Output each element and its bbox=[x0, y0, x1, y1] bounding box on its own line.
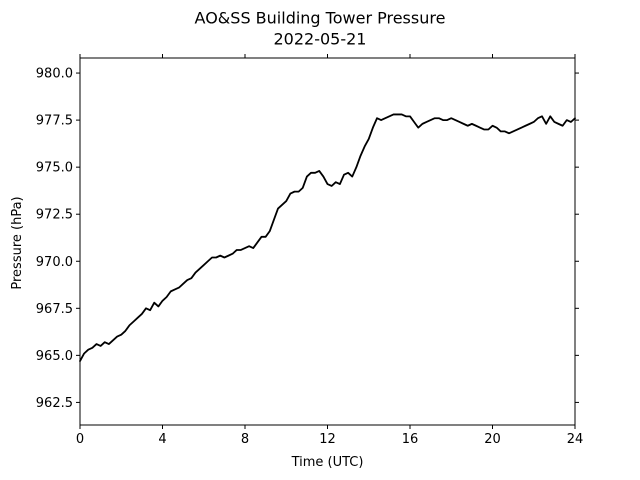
x-tick-label: 16 bbox=[402, 432, 419, 447]
x-tick-label: 24 bbox=[567, 432, 584, 447]
y-tick-label: 975.0 bbox=[36, 161, 73, 176]
x-tick-label: 0 bbox=[76, 432, 84, 447]
chart-title: AO&SS Building Tower Pressure bbox=[195, 9, 446, 28]
y-tick-label: 965.0 bbox=[36, 349, 73, 364]
y-axis-label: Pressure (hPa) bbox=[10, 196, 25, 289]
x-tick-label: 4 bbox=[158, 432, 166, 447]
plot-area: 0 4 8 12 16 20 24 962.5 965.0 967.5 970.0 972.5 975.… bbox=[36, 54, 583, 447]
y-tick-label: 972.5 bbox=[36, 208, 73, 223]
chart-subtitle: 2022-05-21 bbox=[274, 30, 367, 49]
series-line bbox=[79, 113, 576, 362]
y-tick-label: 970.0 bbox=[36, 255, 73, 270]
x-tick-label: 12 bbox=[319, 432, 336, 447]
x-axis-label: Time (UTC) bbox=[291, 455, 364, 470]
plot-frame bbox=[79, 57, 576, 426]
x-tick-label: 20 bbox=[484, 432, 501, 447]
y-tick-label: 977.5 bbox=[36, 114, 73, 129]
ticks-layer: 0 4 8 12 16 20 24 962.5 965.0 967.5 970.0 972.5 975.… bbox=[36, 54, 583, 447]
y-tick-label: 967.5 bbox=[36, 302, 73, 317]
y-tick-label: 962.5 bbox=[36, 396, 73, 411]
x-tick-label: 8 bbox=[241, 432, 249, 447]
y-tick-label: 980.0 bbox=[36, 67, 73, 82]
series-layer bbox=[79, 113, 576, 362]
